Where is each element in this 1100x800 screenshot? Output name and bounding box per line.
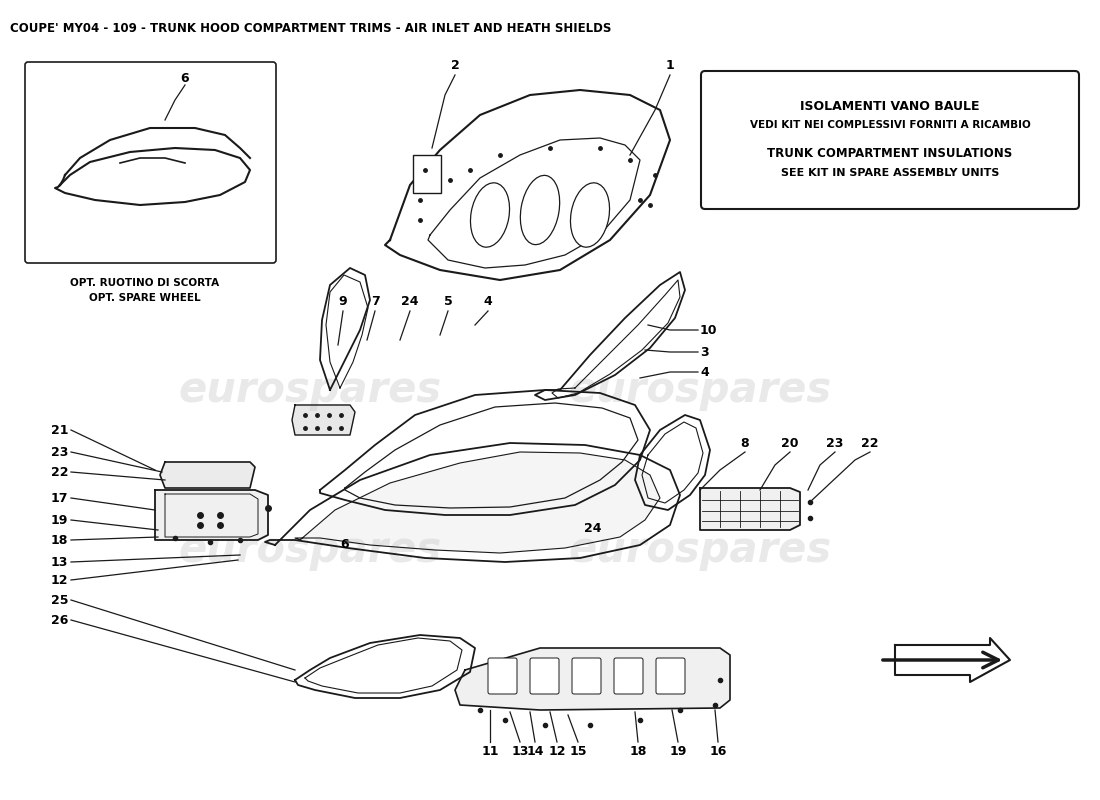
Text: ISOLAMENTI VANO BAULE: ISOLAMENTI VANO BAULE	[801, 100, 980, 113]
Text: 6: 6	[341, 538, 350, 551]
Text: SEE KIT IN SPARE ASSEMBLY UNITS: SEE KIT IN SPARE ASSEMBLY UNITS	[781, 168, 999, 178]
Text: 24: 24	[584, 522, 602, 534]
Text: OPT. RUOTINO DI SCORTA: OPT. RUOTINO DI SCORTA	[70, 278, 220, 288]
Polygon shape	[292, 405, 355, 435]
Text: 17: 17	[51, 491, 68, 505]
Text: 1: 1	[666, 59, 674, 72]
Text: eurospares: eurospares	[178, 369, 441, 411]
Text: eurospares: eurospares	[178, 529, 441, 571]
Text: OPT. SPARE WHEEL: OPT. SPARE WHEEL	[89, 293, 201, 303]
Polygon shape	[295, 452, 660, 553]
Text: 3: 3	[700, 346, 708, 358]
Polygon shape	[700, 488, 800, 530]
Text: 22: 22	[861, 437, 879, 450]
Text: 12: 12	[51, 574, 68, 586]
Text: 20: 20	[781, 437, 799, 450]
Text: 25: 25	[51, 594, 68, 606]
Text: 7: 7	[371, 295, 380, 308]
Text: COUPE' MY04 - 109 - TRUNK HOOD COMPARTMENT TRIMS - AIR INLET AND HEATH SHIELDS: COUPE' MY04 - 109 - TRUNK HOOD COMPARTME…	[10, 22, 612, 35]
Text: 11: 11	[482, 745, 498, 758]
Text: 9: 9	[339, 295, 348, 308]
Polygon shape	[160, 462, 255, 488]
Text: 22: 22	[51, 466, 68, 478]
Text: eurospares: eurospares	[569, 369, 832, 411]
FancyBboxPatch shape	[614, 658, 644, 694]
Text: 13: 13	[512, 745, 529, 758]
Polygon shape	[895, 638, 1010, 682]
Text: 8: 8	[740, 437, 749, 450]
Text: 2: 2	[451, 59, 460, 72]
Text: 19: 19	[51, 514, 68, 526]
Text: 14: 14	[526, 745, 543, 758]
Text: eurospares: eurospares	[569, 529, 832, 571]
Text: VEDI KIT NEI COMPLESSIVI FORNITI A RICAMBIO: VEDI KIT NEI COMPLESSIVI FORNITI A RICAM…	[749, 120, 1031, 130]
Text: 4: 4	[484, 295, 493, 308]
Text: 26: 26	[51, 614, 68, 626]
Polygon shape	[155, 490, 268, 540]
Text: 23: 23	[826, 437, 844, 450]
Text: 5: 5	[443, 295, 452, 308]
Text: 21: 21	[51, 423, 68, 437]
FancyBboxPatch shape	[530, 658, 559, 694]
Text: 4: 4	[700, 366, 708, 378]
Text: 23: 23	[51, 446, 68, 458]
Text: 6: 6	[180, 71, 189, 85]
Ellipse shape	[471, 183, 509, 247]
Ellipse shape	[520, 175, 560, 245]
FancyBboxPatch shape	[701, 71, 1079, 209]
Text: 24: 24	[402, 295, 419, 308]
Text: 15: 15	[570, 745, 586, 758]
Text: 10: 10	[700, 323, 717, 337]
Text: 16: 16	[710, 745, 727, 758]
Text: 18: 18	[629, 745, 647, 758]
FancyBboxPatch shape	[572, 658, 601, 694]
FancyBboxPatch shape	[25, 62, 276, 263]
Ellipse shape	[571, 183, 609, 247]
Text: TRUNK COMPARTMENT INSULATIONS: TRUNK COMPARTMENT INSULATIONS	[768, 147, 1013, 160]
Text: 19: 19	[669, 745, 686, 758]
Bar	[412, 155, 441, 193]
FancyBboxPatch shape	[656, 658, 685, 694]
Text: 13: 13	[51, 555, 68, 569]
Text: 18: 18	[51, 534, 68, 546]
Polygon shape	[455, 648, 730, 710]
FancyBboxPatch shape	[488, 658, 517, 694]
Text: 12: 12	[548, 745, 565, 758]
